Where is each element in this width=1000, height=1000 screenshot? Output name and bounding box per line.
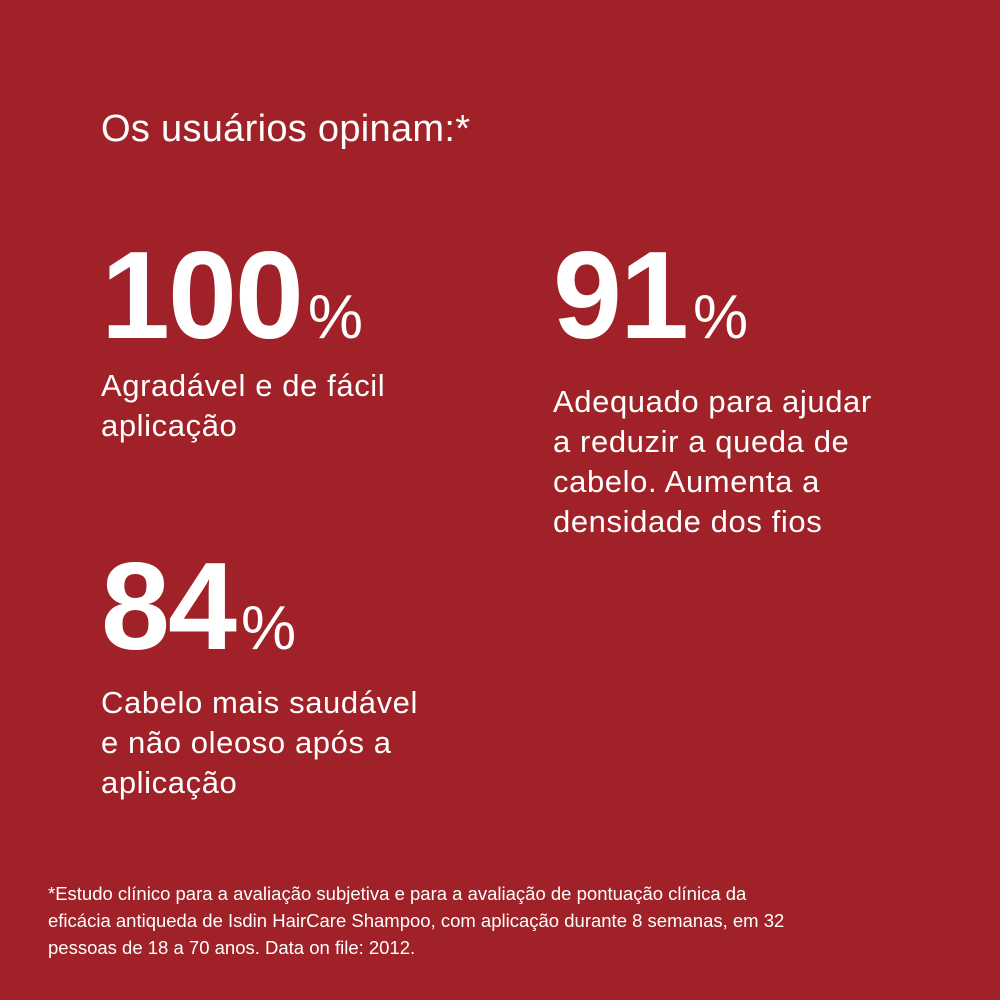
footnote-line: pessoas de 18 a 70 anos. Data on file: 2… xyxy=(48,937,416,958)
description-line: Agradável e de fácil xyxy=(101,368,386,403)
stat-description: Agradável e de fácil aplicação xyxy=(101,366,385,446)
stat-value: 100 xyxy=(101,227,304,365)
page-title: Os usuários opinam:* xyxy=(101,108,471,150)
stat-unit: % xyxy=(692,283,749,352)
stat-value: 91 xyxy=(553,227,689,365)
description-line: densidade dos fios xyxy=(553,504,823,539)
stat-value-row: 84% xyxy=(101,545,418,669)
description-line: e não oleoso após a xyxy=(101,725,392,760)
footnote-line: *Estudo clínico para a avaliação subjeti… xyxy=(48,883,747,904)
footnote: *Estudo clínico para a avaliação subjeti… xyxy=(48,880,948,961)
stat-value: 84 xyxy=(101,538,237,676)
description-line: aplicação xyxy=(101,765,238,800)
stat-unit: % xyxy=(240,594,297,663)
stat-description: Cabelo mais saudável e não oleoso após a… xyxy=(101,683,418,803)
footnote-line: eficácia antiqueda de Isdin HairCare Sha… xyxy=(48,910,785,931)
stat-value-row: 91% xyxy=(553,234,872,358)
description-line: Adequado para ajudar xyxy=(553,384,872,419)
stat-description: Adequado para ajudar a reduzir a queda d… xyxy=(553,382,872,542)
stat-100: 100% Agradável e de fácil aplicação xyxy=(101,234,385,446)
description-line: aplicação xyxy=(101,408,238,443)
stat-value-row: 100% xyxy=(101,234,385,358)
stat-84: 84% Cabelo mais saudável e não oleoso ap… xyxy=(101,545,418,803)
description-line: a reduzir a queda de xyxy=(553,424,850,459)
description-line: cabelo. Aumenta a xyxy=(553,464,820,499)
stat-unit: % xyxy=(307,283,364,352)
stat-91: 91% Adequado para ajudar a reduzir a que… xyxy=(553,234,872,542)
description-line: Cabelo mais saudável xyxy=(101,685,419,720)
